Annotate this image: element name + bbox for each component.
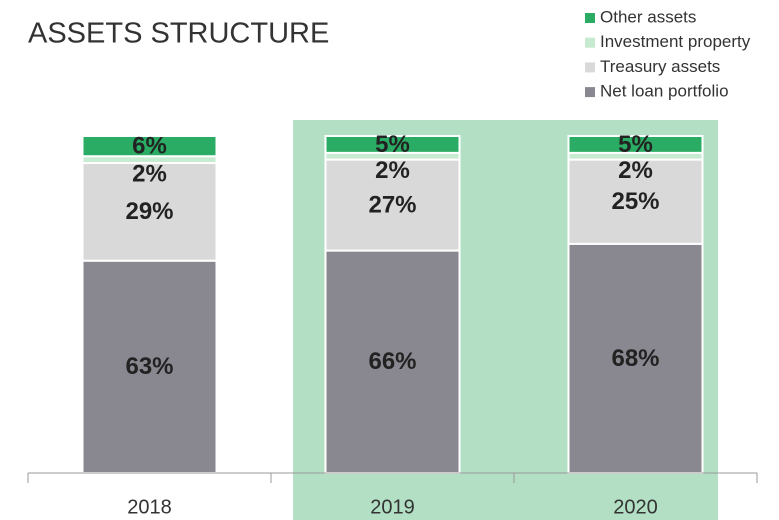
- x-tick-label: 2019: [370, 496, 415, 518]
- data-label: 2%: [375, 157, 410, 184]
- legend-label: Other assets: [600, 7, 696, 26]
- data-label: 68%: [611, 345, 659, 372]
- legend-label: Net loan portfolio: [600, 82, 729, 101]
- legend-label: Investment property: [600, 32, 751, 51]
- data-label: 5%: [618, 131, 653, 158]
- legend-swatch: [585, 37, 595, 48]
- data-label: 29%: [125, 198, 173, 225]
- x-tick-label: 2018: [127, 496, 172, 518]
- legend-swatch: [585, 13, 595, 23]
- x-tick-label: 2020: [613, 496, 658, 518]
- data-label: 5%: [375, 131, 410, 158]
- data-label: 66%: [368, 348, 416, 375]
- data-label: 27%: [368, 191, 416, 218]
- legend-swatch: [585, 87, 595, 98]
- data-label: 63%: [125, 353, 173, 380]
- bar-segment: [324, 135, 461, 154]
- legend-swatch: [585, 62, 595, 73]
- chart-title: ASSETS STRUCTURE: [28, 18, 329, 50]
- legend-label: Treasury assets: [600, 57, 720, 76]
- data-label: 6%: [132, 132, 167, 159]
- bar-segment: [567, 135, 704, 154]
- bar-segment: [81, 135, 218, 158]
- data-label: 2%: [132, 160, 167, 187]
- data-label: 25%: [611, 188, 659, 215]
- bar-segment: [81, 259, 218, 474]
- data-label: 2%: [618, 157, 653, 184]
- plot: 63%29%2%6%66%27%2%5%68%25%2%5%: [81, 131, 704, 474]
